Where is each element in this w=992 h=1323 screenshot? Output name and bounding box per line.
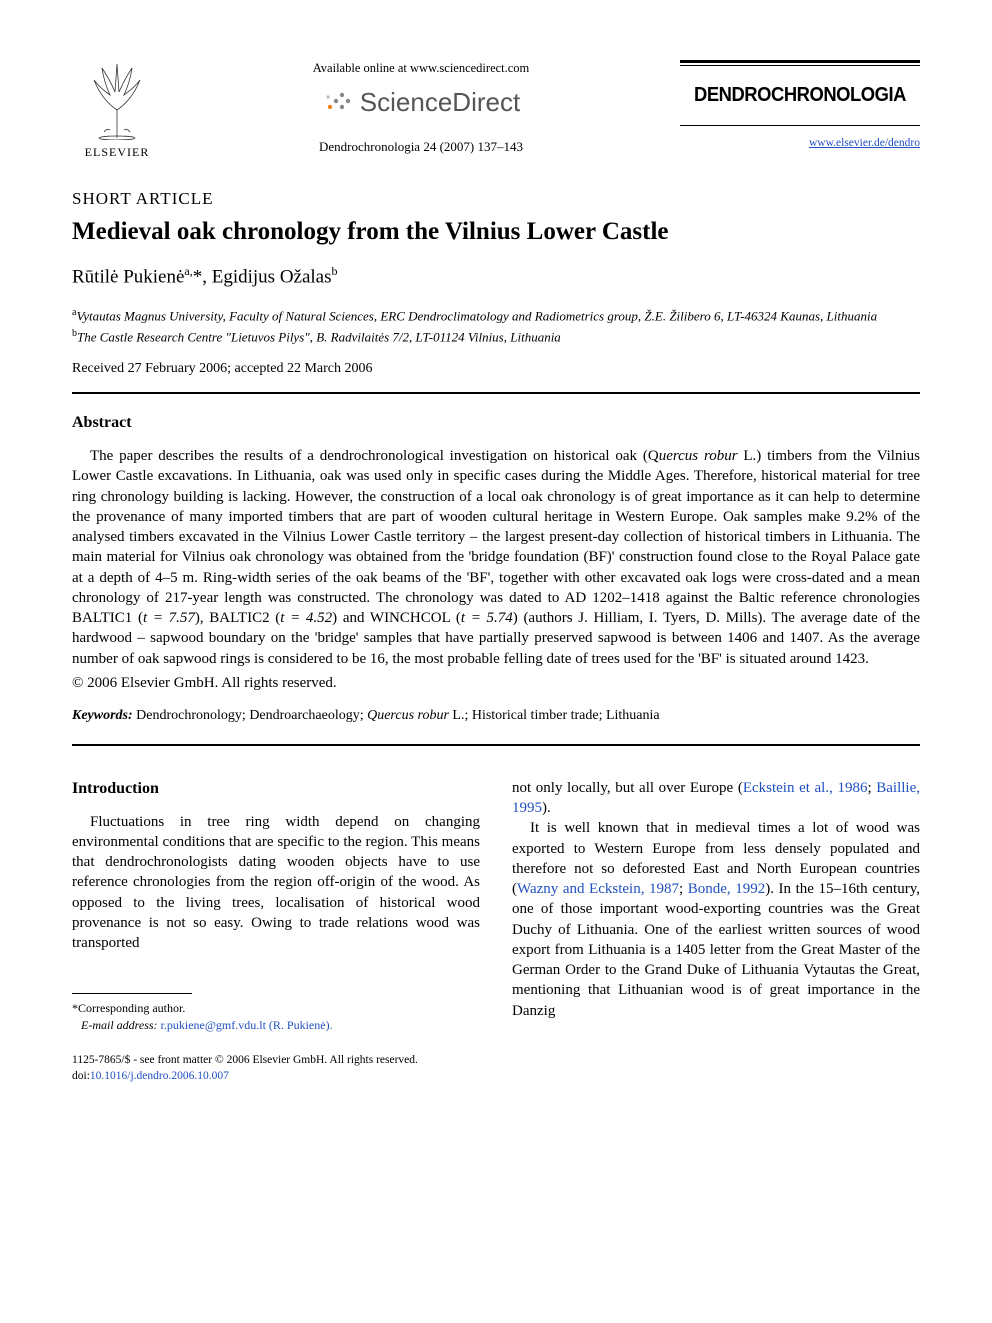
citation-line: Dendrochronologia 24 (2007) 137–143 bbox=[182, 138, 660, 156]
author-list: Rūtilė Pukienėa,*, Egidijus Ožalasb bbox=[72, 263, 920, 290]
abs-sp-rest: uercus robur bbox=[659, 448, 738, 464]
publisher-logo-block: ELSEVIER bbox=[72, 60, 162, 160]
affiliation-a: aVytautas Magnus University, Faculty of … bbox=[72, 306, 920, 325]
ref-eckstein-1986[interactable]: Eckstein et al., 1986 bbox=[743, 780, 868, 796]
doi-line: doi:10.1016/j.dendro.2006.10.007 bbox=[72, 1068, 480, 1084]
rule-below-abstract bbox=[72, 744, 920, 746]
corr-author-label: *Corresponding author. bbox=[72, 1000, 480, 1017]
article-type: SHORT ARTICLE bbox=[72, 188, 920, 211]
doi-link[interactable]: 10.1016/j.dendro.2006.10.007 bbox=[90, 1070, 229, 1082]
p2-pre: not only locally, but all over Europe ( bbox=[512, 780, 743, 796]
author-2-affil-sup: b bbox=[332, 264, 338, 278]
abs-pre: The paper describes the results of a den… bbox=[90, 448, 648, 464]
introduction-heading: Introduction bbox=[72, 778, 480, 800]
available-online-text: Available online at www.sciencedirect.co… bbox=[182, 60, 660, 77]
author-1-name: Rūtilė Pukienė bbox=[72, 266, 184, 287]
author-2-name: Egidijus Ožalas bbox=[212, 266, 332, 287]
p3-sep: ; bbox=[679, 881, 688, 897]
author-1-affil-sup: a, bbox=[184, 264, 192, 278]
corr-email-line: E-mail address: r.pukiene@gmf.vdu.lt (R.… bbox=[72, 1017, 480, 1034]
abs-t2: t = 4.52 bbox=[280, 610, 332, 626]
abs-m1: ), BALTIC2 ( bbox=[195, 610, 280, 626]
footer-meta: 1125-7865/$ - see front matter © 2006 El… bbox=[72, 1052, 480, 1084]
corresponding-author-footnote: *Corresponding author. E-mail address: r… bbox=[72, 1000, 480, 1034]
abs-t3: t = 5.74 bbox=[461, 610, 513, 626]
p2-post: ). bbox=[542, 800, 551, 816]
journal-title-block: DENDROCHRONOLOGIA www.elsevier.de/dendro bbox=[680, 60, 920, 152]
journal-name: DENDROCHRONOLOGIA bbox=[690, 82, 911, 109]
email-label: E-mail address: bbox=[81, 1018, 158, 1032]
abs-t1: t = 7.57 bbox=[143, 610, 195, 626]
ref-bonde-1992[interactable]: Bonde, 1992 bbox=[688, 881, 765, 897]
front-matter-line: 1125-7865/$ - see front matter © 2006 El… bbox=[72, 1052, 480, 1068]
kw-1: Dendrochronology; Dendroarchaeology; bbox=[133, 708, 367, 723]
p3-post: ). In the 15–16th century, one of those … bbox=[512, 881, 920, 1019]
author-1-corr-ast: * bbox=[193, 266, 203, 287]
sciencedirect-dots-icon bbox=[322, 87, 352, 117]
affiliation-b: bThe Castle Research Centre "Lietuvos Pi… bbox=[72, 327, 920, 346]
article-dates: Received 27 February 2006; accepted 22 M… bbox=[72, 360, 920, 379]
doi-label: doi: bbox=[72, 1070, 90, 1082]
kw-tail: L.; Historical timber trade; Lithuania bbox=[449, 708, 660, 723]
keywords-line: Keywords: Dendrochronology; Dendroarchae… bbox=[72, 707, 920, 726]
journal-rule-bottom bbox=[680, 125, 920, 126]
journal-rule-top bbox=[680, 60, 920, 66]
keywords-label: Keywords: bbox=[72, 708, 133, 723]
affil-b-text: The Castle Research Centre "Lietuvos Pil… bbox=[77, 329, 561, 344]
article-title: Medieval oak chronology from the Vilnius… bbox=[72, 215, 920, 249]
journal-homepage-link[interactable]: www.elsevier.de/dendro bbox=[809, 137, 920, 149]
publisher-label: ELSEVIER bbox=[72, 144, 162, 160]
author-sep: , bbox=[202, 266, 212, 287]
intro-para-1: Fluctuations in tree ring width depend o… bbox=[72, 812, 480, 954]
ref-wazny-1987[interactable]: Wazny and Eckstein, 1987 bbox=[517, 881, 679, 897]
abs-m2: ) and WINCHCOL ( bbox=[332, 610, 461, 626]
abs-post: L.) timbers from the Vilnius Lower Castl… bbox=[72, 448, 920, 626]
right-column: not only locally, but all over Europe (E… bbox=[512, 778, 920, 1084]
header-center: Available online at www.sciencedirect.co… bbox=[162, 60, 680, 156]
intro-para-2: not only locally, but all over Europe (E… bbox=[512, 778, 920, 819]
email-tail: (R. Pukienė). bbox=[266, 1018, 333, 1032]
abstract-copyright: © 2006 Elsevier GmbH. All rights reserve… bbox=[72, 673, 920, 693]
page-header: ELSEVIER Available online at www.science… bbox=[72, 60, 920, 160]
abs-sp-g: Q bbox=[648, 448, 659, 464]
corr-email-link[interactable]: r.pukiene@gmf.vdu.lt bbox=[161, 1018, 266, 1032]
p2-sep: ; bbox=[867, 780, 876, 796]
intro-para-3: It is well known that in medieval times … bbox=[512, 818, 920, 1021]
footnote-rule bbox=[72, 993, 192, 994]
sciencedirect-logo: ScienceDirect bbox=[182, 85, 660, 120]
sciencedirect-wordmark: ScienceDirect bbox=[360, 85, 520, 120]
left-column: Introduction Fluctuations in tree ring w… bbox=[72, 778, 480, 1084]
abstract-text: The paper describes the results of a den… bbox=[72, 446, 920, 669]
kw-species: Quercus robur bbox=[367, 708, 449, 723]
abstract-heading: Abstract bbox=[72, 412, 920, 434]
affil-a-text: Vytautas Magnus University, Faculty of N… bbox=[76, 308, 877, 323]
rule-above-abstract bbox=[72, 392, 920, 394]
elsevier-tree-icon bbox=[82, 60, 152, 140]
two-column-body: Introduction Fluctuations in tree ring w… bbox=[72, 778, 920, 1084]
